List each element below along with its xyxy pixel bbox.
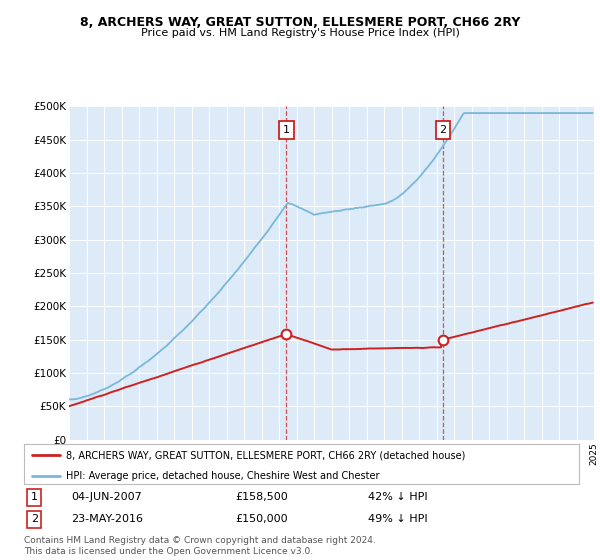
Text: 2: 2: [31, 514, 38, 524]
Text: 8, ARCHERS WAY, GREAT SUTTON, ELLESMERE PORT, CH66 2RY: 8, ARCHERS WAY, GREAT SUTTON, ELLESMERE …: [80, 16, 520, 29]
Text: Contains HM Land Registry data © Crown copyright and database right 2024.
This d: Contains HM Land Registry data © Crown c…: [24, 536, 376, 556]
Text: Price paid vs. HM Land Registry's House Price Index (HPI): Price paid vs. HM Land Registry's House …: [140, 28, 460, 38]
Text: HPI: Average price, detached house, Cheshire West and Chester: HPI: Average price, detached house, Ches…: [65, 470, 379, 480]
Text: 42% ↓ HPI: 42% ↓ HPI: [368, 492, 428, 502]
Text: 1: 1: [31, 492, 38, 502]
Text: £158,500: £158,500: [235, 492, 287, 502]
Text: 23-MAY-2016: 23-MAY-2016: [71, 514, 143, 524]
Text: 2: 2: [439, 125, 446, 135]
Text: 1: 1: [283, 125, 290, 135]
Text: 8, ARCHERS WAY, GREAT SUTTON, ELLESMERE PORT, CH66 2RY (detached house): 8, ARCHERS WAY, GREAT SUTTON, ELLESMERE …: [65, 450, 465, 460]
Text: £150,000: £150,000: [235, 514, 287, 524]
Text: 49% ↓ HPI: 49% ↓ HPI: [368, 514, 428, 524]
Text: 04-JUN-2007: 04-JUN-2007: [71, 492, 142, 502]
